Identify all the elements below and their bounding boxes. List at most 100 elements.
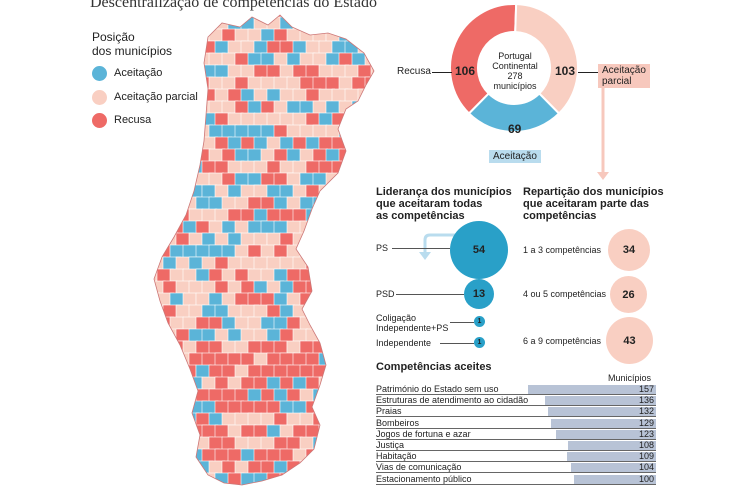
map-municipality <box>331 304 347 318</box>
competencia-rule <box>376 416 656 418</box>
map-municipality <box>344 376 359 391</box>
map-municipality <box>364 100 374 119</box>
competencia-rule <box>376 394 656 395</box>
map-municipality <box>154 172 163 190</box>
map-municipality <box>182 484 201 485</box>
map-municipality <box>279 112 294 127</box>
map-municipality <box>156 124 176 141</box>
map-municipality <box>357 280 373 295</box>
map-municipality <box>154 436 160 451</box>
map-municipality <box>156 340 175 357</box>
map-municipality <box>162 400 183 414</box>
map-municipality <box>344 184 364 198</box>
map-municipality <box>344 328 359 344</box>
map-municipality <box>292 232 309 247</box>
donut-value-aceitacao: 69 <box>508 122 522 136</box>
map-municipality <box>357 448 374 467</box>
map-municipality <box>357 232 372 247</box>
competencia-label: Estacionamento público <box>376 473 472 484</box>
map-municipality <box>247 412 262 427</box>
map-municipality <box>154 412 160 430</box>
map-municipality <box>227 256 242 270</box>
map-municipality <box>154 88 164 104</box>
competencia-label: Praias <box>376 406 402 417</box>
map-municipality <box>234 124 249 139</box>
map-municipality <box>154 160 166 175</box>
map-municipality <box>338 268 354 286</box>
map-municipality <box>154 244 162 262</box>
map-municipality <box>154 472 167 485</box>
map-municipality <box>188 280 204 295</box>
map-municipality <box>260 484 278 485</box>
map-municipality <box>357 400 374 416</box>
map-municipality <box>169 148 188 166</box>
map-municipality <box>154 100 158 118</box>
map-municipality <box>273 484 293 485</box>
map-municipality <box>154 112 167 130</box>
legend-swatch-parcial <box>92 90 107 105</box>
map-municipality <box>182 100 197 114</box>
leadership-label-coligacao: Coligação Independente+PS <box>376 313 448 333</box>
map-municipality <box>154 388 159 406</box>
leadership-title-line1: Liderança dos municípios <box>376 186 512 198</box>
map-municipality <box>357 208 374 224</box>
competencia-rule <box>376 483 656 485</box>
map-municipality <box>154 40 167 57</box>
map-municipality <box>162 160 181 175</box>
map-municipality <box>208 124 224 138</box>
legend-label-parcial: Aceitação parcial <box>114 91 198 103</box>
callout-recusa: Recusa <box>397 66 431 77</box>
map-municipality <box>169 196 187 215</box>
map-municipality <box>175 88 190 104</box>
map-municipality <box>208 244 224 259</box>
map-municipality <box>344 472 359 485</box>
map-municipality <box>312 268 330 284</box>
map-municipality <box>344 208 360 226</box>
map-municipality <box>299 436 315 451</box>
map-municipality <box>286 148 301 163</box>
map-municipality <box>325 220 344 237</box>
partial-title-line1: Repartição dos municípios <box>523 186 664 198</box>
map-municipality <box>351 484 371 485</box>
leadership-leader-ps <box>392 248 450 249</box>
callout-recusa-line <box>432 72 452 73</box>
map-municipality <box>351 340 366 357</box>
map-municipality <box>156 28 176 43</box>
competencia-value: 100 <box>638 473 654 484</box>
map-municipality <box>305 448 322 465</box>
map-municipality <box>154 460 162 477</box>
map-municipality <box>325 388 342 407</box>
map-municipality <box>279 376 294 391</box>
map-municipality <box>188 184 203 198</box>
leadership-value-ps: 54 <box>472 244 486 256</box>
map-municipality <box>182 460 200 474</box>
map-municipality <box>325 244 340 262</box>
map-municipality <box>364 148 374 163</box>
map-municipality <box>344 448 361 464</box>
map-municipality <box>344 400 359 414</box>
map-municipality <box>154 52 158 66</box>
map-municipality <box>312 484 329 485</box>
map-municipality <box>378 221 385 234</box>
map-municipality <box>325 15 345 19</box>
legend-title-line2: dos municípios <box>92 44 173 58</box>
arrow-aceitacao <box>423 233 490 253</box>
map-municipality <box>208 76 224 91</box>
map-municipality <box>357 160 374 174</box>
map-municipality <box>156 52 174 69</box>
map-municipality <box>384 161 385 173</box>
map-municipality <box>273 52 289 66</box>
map-municipality <box>305 208 323 224</box>
map-municipality <box>286 484 302 485</box>
partial-value-1: 34 <box>622 244 636 256</box>
map-municipality <box>378 125 385 140</box>
map-municipality <box>162 40 182 57</box>
map-municipality <box>188 40 203 59</box>
map-municipality <box>325 316 344 332</box>
map-municipality <box>169 460 187 474</box>
map-municipality <box>169 15 189 21</box>
map-municipality <box>195 292 210 306</box>
map-municipality <box>182 76 200 91</box>
map-municipality <box>384 17 385 29</box>
map-municipality <box>156 76 174 90</box>
